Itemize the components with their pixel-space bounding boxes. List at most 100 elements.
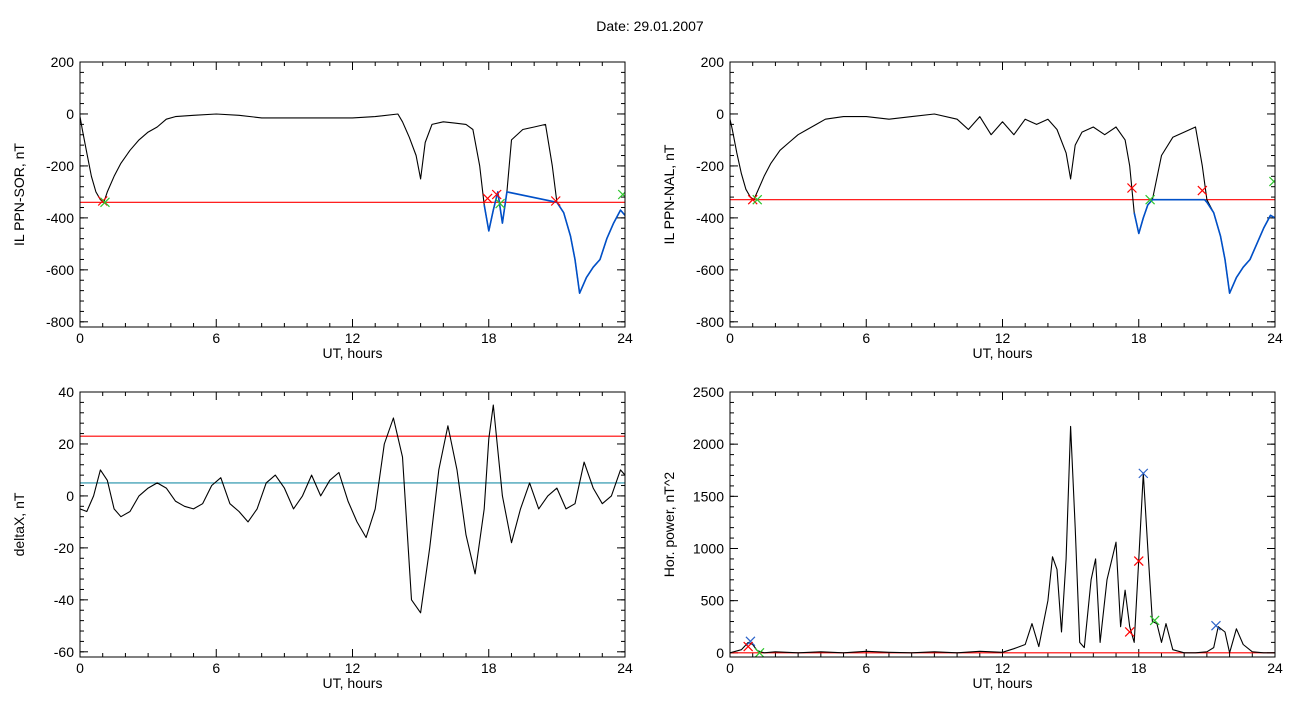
y-tick-label: 20 <box>58 436 74 452</box>
series-line-main <box>80 113 625 294</box>
panel-deltax: 0 6 12 18 24 -60 -40 -20 0 20 40 UT, hours deltaX, n… <box>11 384 633 691</box>
x-tick-label: 18 <box>1131 330 1147 346</box>
x-marker <box>550 196 561 206</box>
plot-area <box>80 113 625 294</box>
y-tick-label: 1500 <box>693 488 724 504</box>
series-line-main <box>730 425 1275 654</box>
x-tick-label: 24 <box>1267 660 1283 676</box>
x-tick-label: 24 <box>617 660 633 676</box>
y-tick-label: -400 <box>696 210 724 226</box>
series-line-main <box>80 404 625 614</box>
x-tick-label: 18 <box>481 660 497 676</box>
x-marker-stroke <box>1145 194 1156 205</box>
x-marker-stroke <box>754 647 765 657</box>
y-tick-label: -60 <box>54 644 74 660</box>
y-axis-label: deltaX, nT <box>11 492 27 556</box>
x-marker-stroke <box>1197 185 1208 196</box>
x-marker-stroke <box>1133 556 1144 566</box>
x-marker <box>752 194 763 205</box>
x-marker-stroke <box>491 189 502 200</box>
x-marker-stroke <box>495 198 506 209</box>
x-marker-stroke <box>100 197 110 208</box>
x-marker <box>97 196 108 206</box>
panel-hor-power: 0 6 12 18 24 0 500 1000 1500 2000 2500 UT, hours Hor… <box>661 384 1283 691</box>
x-tick-label: 0 <box>76 330 84 346</box>
x-tick-label: 12 <box>995 330 1011 346</box>
y-tick-label: -600 <box>696 262 724 278</box>
series-line-main <box>730 113 1275 294</box>
x-marker <box>1127 183 1137 193</box>
y-tick-label: 500 <box>701 593 725 609</box>
y-tick-label: 200 <box>51 54 75 70</box>
x-tick-label: 18 <box>1131 660 1147 676</box>
x-marker <box>495 198 506 209</box>
x-axis-label: UT, hours <box>323 675 383 691</box>
x-marker-stroke <box>745 636 756 647</box>
y-tick-label: -400 <box>46 210 74 226</box>
panel-il-ppn-sor: 0 6 12 18 24 -800 -600 -400 -200 0 200 UT, hours IL … <box>11 54 633 361</box>
x-marker <box>1133 556 1144 566</box>
plot-area <box>730 425 1275 657</box>
y-tick-label: 200 <box>701 54 725 70</box>
y-tick-label: -40 <box>54 592 74 608</box>
y-tick-label: -200 <box>696 158 724 174</box>
x-marker-stroke <box>1211 620 1221 631</box>
y-tick-label: 0 <box>716 645 724 661</box>
x-marker <box>1211 620 1221 631</box>
x-marker-stroke <box>1149 615 1160 626</box>
x-marker <box>491 189 502 200</box>
x-marker-stroke <box>747 194 758 205</box>
x-tick-label: 24 <box>1267 330 1283 346</box>
series-line-highlight <box>483 191 625 294</box>
y-tick-label: 2000 <box>693 436 724 452</box>
y-tick-label: 0 <box>66 488 74 504</box>
page-title: Date: 29.01.2007 <box>596 18 704 34</box>
x-marker <box>754 647 765 657</box>
y-axis-label: Hor. power, nT^2 <box>661 472 677 578</box>
plot-frame <box>79 61 626 328</box>
x-axis-label: UT, hours <box>973 675 1033 691</box>
plot-frame <box>79 391 626 658</box>
x-tick-label: 24 <box>617 330 633 346</box>
x-tick-label: 12 <box>345 330 361 346</box>
y-tick-label: 2500 <box>693 384 724 400</box>
x-marker <box>617 189 625 200</box>
y-tick-label: -800 <box>46 314 74 330</box>
x-marker-stroke <box>1138 468 1149 479</box>
x-marker <box>743 641 754 652</box>
x-marker-stroke <box>617 191 625 200</box>
x-marker <box>1145 194 1156 205</box>
x-axis-label: UT, hours <box>973 345 1033 361</box>
y-tick-label: -20 <box>54 540 74 556</box>
x-tick-label: 6 <box>862 330 870 346</box>
x-tick-label: 18 <box>481 330 497 346</box>
x-marker-stroke <box>97 196 108 206</box>
x-marker-stroke <box>1127 183 1137 193</box>
y-tick-label: -800 <box>696 314 724 330</box>
x-tick-label: 12 <box>345 660 361 676</box>
x-marker <box>1124 627 1135 637</box>
x-marker-stroke <box>482 193 493 204</box>
y-tick-label: 0 <box>716 106 724 122</box>
x-tick-label: 6 <box>212 330 220 346</box>
x-marker <box>100 197 110 208</box>
y-tick-label: 1000 <box>693 540 724 556</box>
plot-area <box>730 113 1275 294</box>
x-tick-label: 0 <box>726 660 734 676</box>
panel-il-ppn-nal: 0 6 12 18 24 -800 -600 -400 -200 0 200 UT, hours IL … <box>661 54 1283 361</box>
x-tick-label: 0 <box>76 660 84 676</box>
x-tick-label: 6 <box>862 660 870 676</box>
x-tick-label: 12 <box>995 660 1011 676</box>
y-tick-label: 40 <box>58 384 74 400</box>
y-tick-label: -600 <box>46 262 74 278</box>
y-tick-label: 0 <box>66 106 74 122</box>
x-marker <box>1149 615 1160 626</box>
x-marker <box>1138 468 1149 479</box>
x-marker <box>747 194 758 205</box>
x-marker <box>1197 185 1208 196</box>
x-axis-label: UT, hours <box>323 345 383 361</box>
x-tick-label: 0 <box>726 330 734 346</box>
x-marker <box>1268 176 1275 187</box>
